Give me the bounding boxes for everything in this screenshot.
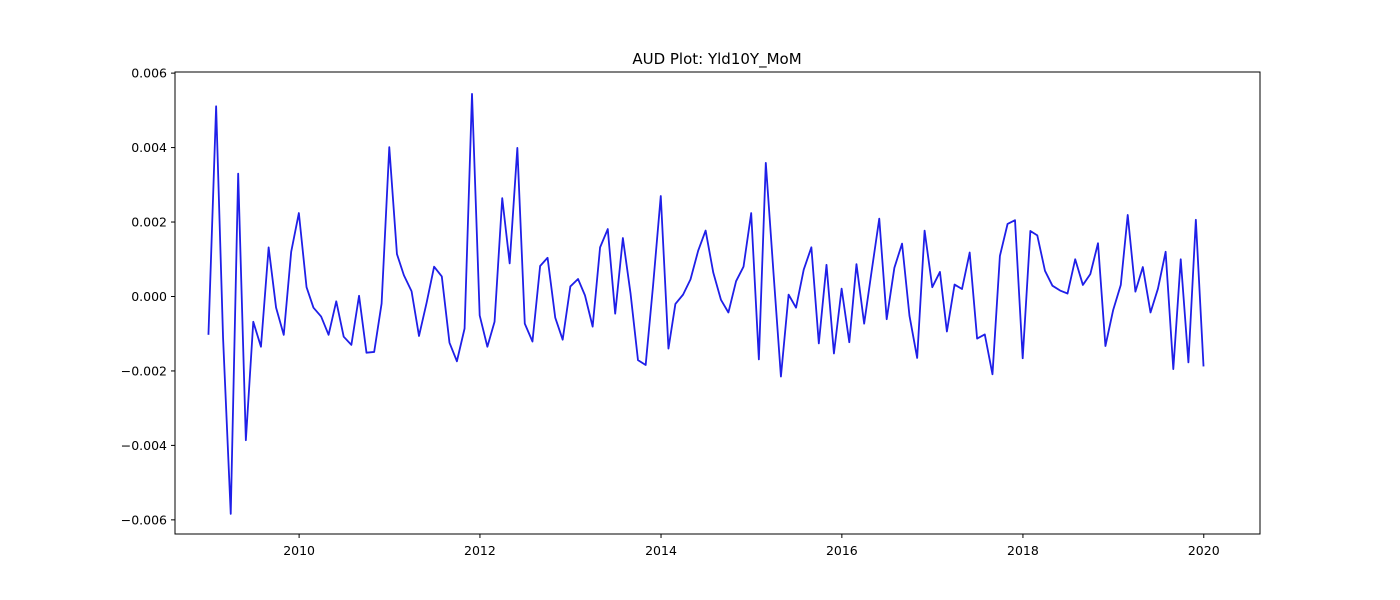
y-tick-label: −0.004 [121, 438, 167, 453]
y-tick-label: 0.006 [131, 66, 167, 81]
plot-area-frame [174, 71, 1261, 535]
x-tick-label: 2014 [645, 543, 677, 558]
x-tick-label: 2012 [464, 543, 496, 558]
series-layer [207, 93, 1205, 515]
x-tick-label: 2016 [826, 543, 858, 558]
x-axis: 2010 2012 2014 2016 2018 2020 [283, 534, 1220, 558]
chart-title: AUD Plot: Yld10Y_MoM [632, 50, 801, 69]
y-tick-label: −0.006 [121, 512, 167, 527]
x-tick-label: 2018 [1007, 543, 1039, 558]
x-tick-label: 2020 [1188, 543, 1220, 558]
y-axis: −0.006 −0.004 −0.002 0.000 0.002 0.004 0.006 [121, 66, 175, 527]
y-tick-label: −0.002 [121, 363, 167, 378]
x-tick-label: 2010 [283, 543, 315, 558]
y-tick-label: 0.004 [131, 140, 167, 155]
series-line [207, 93, 1205, 515]
y-tick-label: 0.002 [131, 215, 167, 230]
y-tick-label: 0.000 [131, 289, 167, 304]
